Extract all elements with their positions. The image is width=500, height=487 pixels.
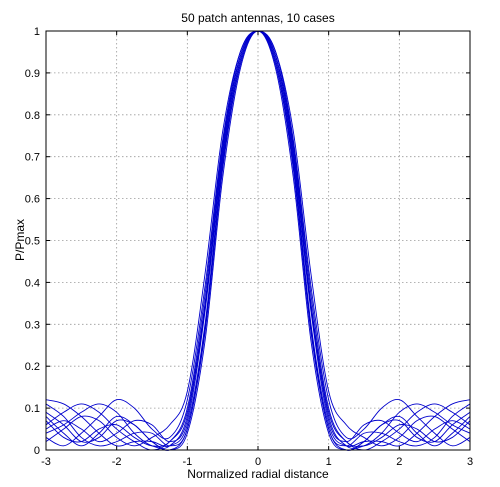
y-tick-label: 0.9 <box>25 68 40 80</box>
x-tick-label: 2 <box>396 456 402 468</box>
x-tick-label: 3 <box>467 456 473 468</box>
y-tick-label: 1 <box>34 26 40 38</box>
tick-layer: -3 -2 -1 0 1 2 3 0 0.1 0.2 0.3 0.4 0.5 0.6 0.7 0.8 0.9 1 <box>25 26 473 468</box>
x-axis-label: Normalized radial distance <box>187 467 329 481</box>
y-tick-label: 0.3 <box>25 319 40 331</box>
x-tick-label: 1 <box>326 456 332 468</box>
x-tick-label: -3 <box>41 456 51 468</box>
y-tick-label: 0.2 <box>25 361 40 373</box>
x-tick-label: -1 <box>182 456 192 468</box>
y-tick-label: 0.7 <box>25 152 40 164</box>
chart-title: 50 patch antennas, 10 cases <box>181 11 334 25</box>
x-tick-label: 0 <box>255 456 261 468</box>
y-tick-label: 0.4 <box>25 277 40 289</box>
y-tick-label: 0 <box>34 445 40 457</box>
y-tick-label: 0.8 <box>25 110 40 122</box>
y-tick-label: 0.5 <box>25 236 40 248</box>
y-tick-label: 0.1 <box>25 403 40 415</box>
grid-layer <box>46 31 470 450</box>
y-tick-label: 0.6 <box>25 194 40 206</box>
y-axis-label: P/Pmax <box>13 219 27 261</box>
x-tick-label: -2 <box>112 456 122 468</box>
